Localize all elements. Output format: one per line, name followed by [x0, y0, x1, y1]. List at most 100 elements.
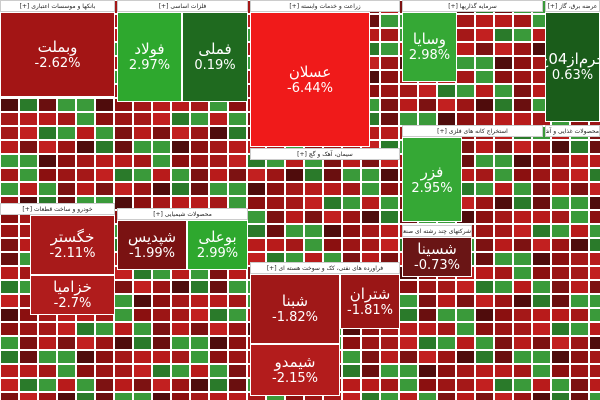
filler-tile: [456, 14, 475, 28]
filler-tile: [0, 126, 19, 140]
filler-tile: [152, 182, 171, 196]
filler-tile: [247, 224, 266, 238]
filler-tile: [114, 280, 133, 294]
filler-tile: [475, 280, 494, 294]
filler-tile: [380, 84, 399, 98]
filler-tile: [475, 308, 494, 322]
filler-tile: [475, 322, 494, 336]
filler-tile: [285, 210, 304, 224]
filler-tile: [589, 336, 600, 350]
filler-tile: [494, 364, 513, 378]
filler-tile: [76, 112, 95, 126]
filler-tile: [38, 378, 57, 392]
filler-tile: [114, 112, 133, 126]
filler-tile: [304, 210, 323, 224]
filler-tile: [380, 238, 399, 252]
filler-tile: [114, 322, 133, 336]
filler-tile: [0, 98, 19, 112]
filler-tile: [494, 350, 513, 364]
filler-tile: [589, 266, 600, 280]
filler-tile: [209, 168, 228, 182]
filler-tile: [551, 266, 570, 280]
filler-tile: [171, 294, 190, 308]
filler-tile: [323, 224, 342, 238]
filler-tile: [475, 84, 494, 98]
filler-tile: [38, 336, 57, 350]
filler-tile: [19, 154, 38, 168]
filler-tile: [0, 336, 19, 350]
filler-tile: [57, 322, 76, 336]
filler-tile: [171, 392, 190, 400]
filler-tile: [456, 28, 475, 42]
filler-tile: [171, 378, 190, 392]
filler-tile: [76, 126, 95, 140]
filler-tile: [95, 98, 114, 112]
filler-tile: [95, 112, 114, 126]
stock-change: -2.15%: [272, 371, 318, 386]
filler-tile: [532, 364, 551, 378]
filler-tile: [532, 154, 551, 168]
filler-tile: [304, 196, 323, 210]
filler-tile: [19, 392, 38, 400]
filler-tile: [95, 378, 114, 392]
filler-tile: [133, 154, 152, 168]
stock-tile: شیمدو -2.15%: [250, 344, 340, 396]
filler-tile: [589, 196, 600, 210]
filler-tile: [475, 378, 494, 392]
filler-tile: [589, 168, 600, 182]
filler-tile: [513, 308, 532, 322]
filler-tile: [0, 252, 19, 266]
filler-tile: [532, 266, 551, 280]
filler-tile: [114, 336, 133, 350]
stock-tile: شتران -1.81%: [340, 274, 400, 329]
filler-tile: [532, 392, 551, 400]
filler-tile: [570, 266, 589, 280]
filler-tile: [589, 308, 600, 322]
filler-tile: [228, 140, 247, 154]
filler-tile: [209, 112, 228, 126]
filler-tile: [456, 350, 475, 364]
filler-tile: [494, 84, 513, 98]
filler-tile: [551, 350, 570, 364]
filler-tile: [342, 378, 361, 392]
filler-tile: [342, 196, 361, 210]
stock-change: -1.82%: [272, 310, 318, 325]
filler-tile: [114, 140, 133, 154]
filler-tile: [152, 112, 171, 126]
filler-tile: [513, 238, 532, 252]
filler-tile: [494, 112, 513, 126]
filler-tile: [513, 210, 532, 224]
filler-tile: [38, 182, 57, 196]
filler-tile: [95, 126, 114, 140]
filler-tile: [437, 308, 456, 322]
filler-tile: [171, 308, 190, 322]
sector-header: خودرو و ساخت قطعات [+]: [0, 203, 115, 215]
filler-tile: [209, 154, 228, 168]
filler-tile: [494, 294, 513, 308]
filler-tile: [380, 70, 399, 84]
filler-tile: [57, 98, 76, 112]
filler-tile: [475, 154, 494, 168]
filler-tile: [285, 224, 304, 238]
stock-name: عسلان: [288, 62, 332, 81]
filler-tile: [475, 14, 494, 28]
filler-tile: [323, 168, 342, 182]
filler-tile: [266, 182, 285, 196]
filler-tile: [570, 224, 589, 238]
filler-tile: [551, 238, 570, 252]
filler-tile: [0, 238, 19, 252]
filler-tile: [494, 182, 513, 196]
filler-tile: [418, 280, 437, 294]
filler-tile: [38, 322, 57, 336]
stock-change: 2.98%: [408, 48, 451, 63]
filler-tile: [133, 126, 152, 140]
filler-tile: [228, 112, 247, 126]
filler-tile: [475, 168, 494, 182]
filler-tile: [228, 364, 247, 378]
stock-tile: خزامیا -2.7%: [30, 275, 115, 315]
filler-tile: [513, 224, 532, 238]
filler-tile: [513, 84, 532, 98]
filler-tile: [0, 112, 19, 126]
filler-tile: [494, 308, 513, 322]
filler-tile: [228, 322, 247, 336]
